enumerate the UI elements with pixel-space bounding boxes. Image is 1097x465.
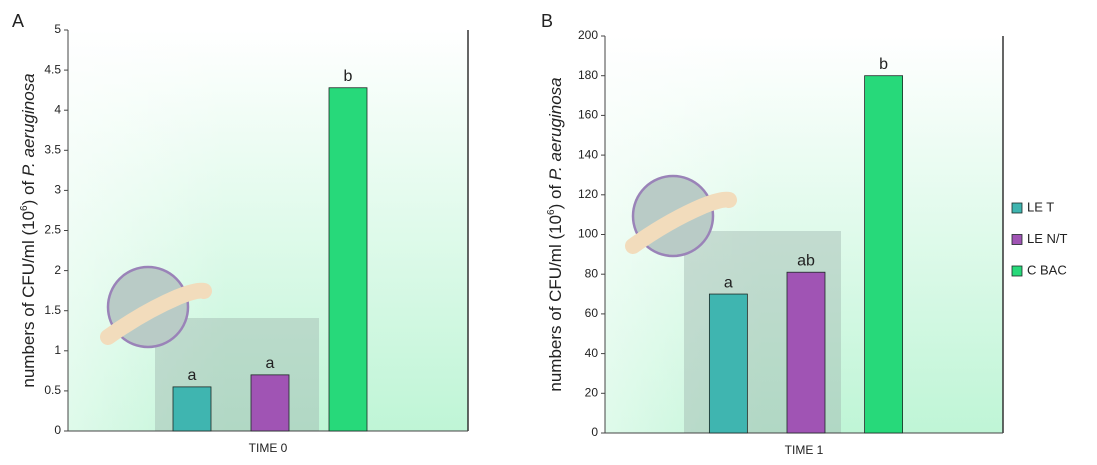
legend-swatch [1012,266,1022,276]
bar [709,294,747,433]
significance-label: a [266,355,275,372]
y-tick-label: 1.5 [44,303,61,317]
y-tick-label: 140 [578,147,598,161]
bar [865,76,903,433]
y-tick-label: 4.5 [44,62,61,76]
y-tick-label: 60 [585,306,599,320]
y-tick-label: 5 [54,22,61,36]
y-tick-label: 200 [578,28,598,42]
y-tick-label: 0 [591,425,598,439]
panel-label: A [12,11,24,31]
bar [329,88,367,431]
y-axis-label-part: ) of [546,180,565,209]
significance-label: a [188,367,197,384]
y-tick-label: 100 [578,227,598,241]
y-axis-label: numbers of CFU/ml (106) of P. aeruginosa [546,77,565,391]
y-tick-label: 3.5 [44,142,61,156]
x-tick-label: TIME 0 [249,441,288,455]
significance-label: b [879,56,888,73]
y-axis-label-part: numbers of CFU/ml (10 [19,211,38,388]
y-tick-label: 80 [585,266,599,280]
y-axis-label-part: ) of [19,176,38,205]
legend-label: C BAC [1027,262,1067,277]
y-tick-label: 3 [54,183,61,197]
y-tick-label: 40 [585,346,599,360]
y-tick-label: 2 [54,263,61,277]
y-axis-label-part: P. aeruginosa [546,77,565,180]
y-tick-label: 0 [54,423,61,437]
y-tick-label: 0.5 [44,383,61,397]
y-tick-label: 120 [578,187,598,201]
legend-label: LE N/T [1027,231,1068,246]
y-tick-label: 1 [54,343,61,357]
significance-label: b [344,68,353,85]
panel-label: B [541,11,553,31]
y-tick-label: 4 [54,102,61,116]
bar [173,387,211,431]
x-tick-label: TIME 1 [785,443,824,457]
significance-label: a [724,274,733,291]
y-tick-label: 20 [585,385,599,399]
y-tick-label: 180 [578,68,598,82]
y-axis-label-part: P. aeruginosa [19,73,38,176]
y-axis-label: numbers of CFU/ml (106) of P. aeruginosa [19,73,38,387]
figure: 0 0.5 1 1.5 2 2.5 3 3.5 4 4.5 5 Anumbers of CFU/ml … [0,0,1097,465]
legend-label: LE T [1027,199,1054,214]
y-axis-label-part: numbers of CFU/ml (10 [546,215,565,392]
legend-swatch [1012,235,1022,245]
bar [251,375,289,431]
y-tick-label: 2.5 [44,223,61,237]
bar [787,272,825,433]
y-tick-label: 160 [578,108,598,122]
significance-label: ab [797,252,815,269]
legend-swatch [1012,203,1022,213]
